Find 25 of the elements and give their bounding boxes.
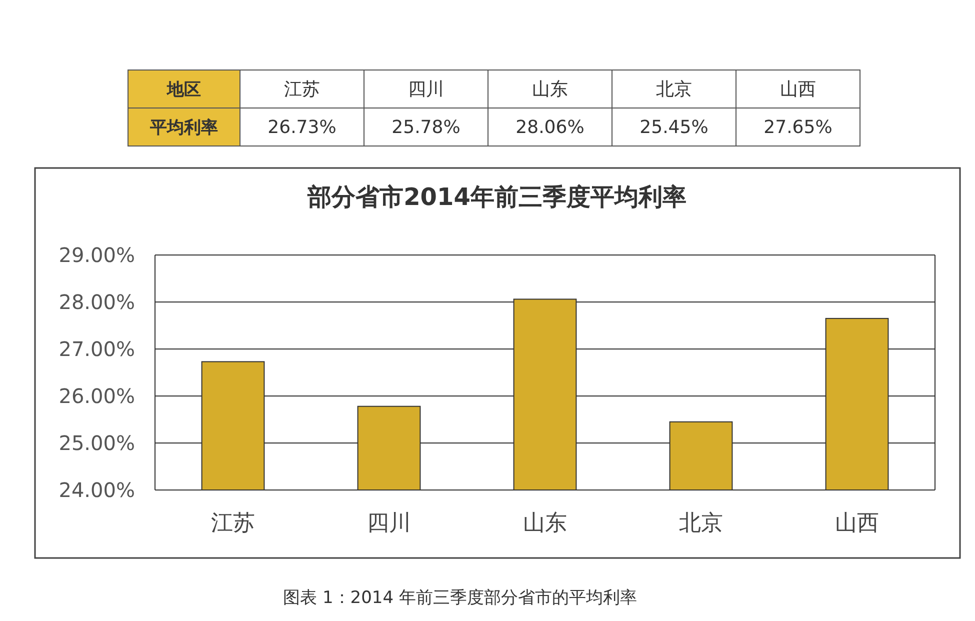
x-tick-label: 北京 xyxy=(679,511,723,536)
category-label: 山西 xyxy=(780,79,816,100)
y-tick-label: 26.00% xyxy=(58,384,135,408)
x-tick-label: 山西 xyxy=(835,511,879,536)
category-label: 山东 xyxy=(532,79,568,100)
data-label: 28.06% xyxy=(516,117,584,138)
data-label: 25.78% xyxy=(392,117,460,138)
text: 图表 1：2014 年前三季度部分省市的平均利率 xyxy=(283,588,637,608)
text: 平均利率 xyxy=(150,118,218,138)
data-label: 26.73% xyxy=(268,117,336,138)
data-label: 27.65% xyxy=(764,117,832,138)
y-tick-label: 25.00% xyxy=(58,431,135,455)
category-label: 北京 xyxy=(656,79,692,100)
text: 地区 xyxy=(167,80,201,100)
y-tick-label: 24.00% xyxy=(58,478,135,502)
y-tick-label: 27.00% xyxy=(58,337,135,361)
x-tick-label: 四川 xyxy=(367,511,411,536)
chart-title: 部分省市2014年前三季度平均利率 xyxy=(306,183,686,211)
category-label: 四川 xyxy=(408,79,444,100)
x-tick-label: 山东 xyxy=(523,511,567,536)
y-tick-label: 28.00% xyxy=(58,290,135,314)
data-label: 25.45% xyxy=(640,117,708,138)
category-label: 江苏 xyxy=(284,79,320,100)
y-tick-label: 29.00% xyxy=(58,243,135,267)
x-tick-label: 江苏 xyxy=(211,511,255,536)
